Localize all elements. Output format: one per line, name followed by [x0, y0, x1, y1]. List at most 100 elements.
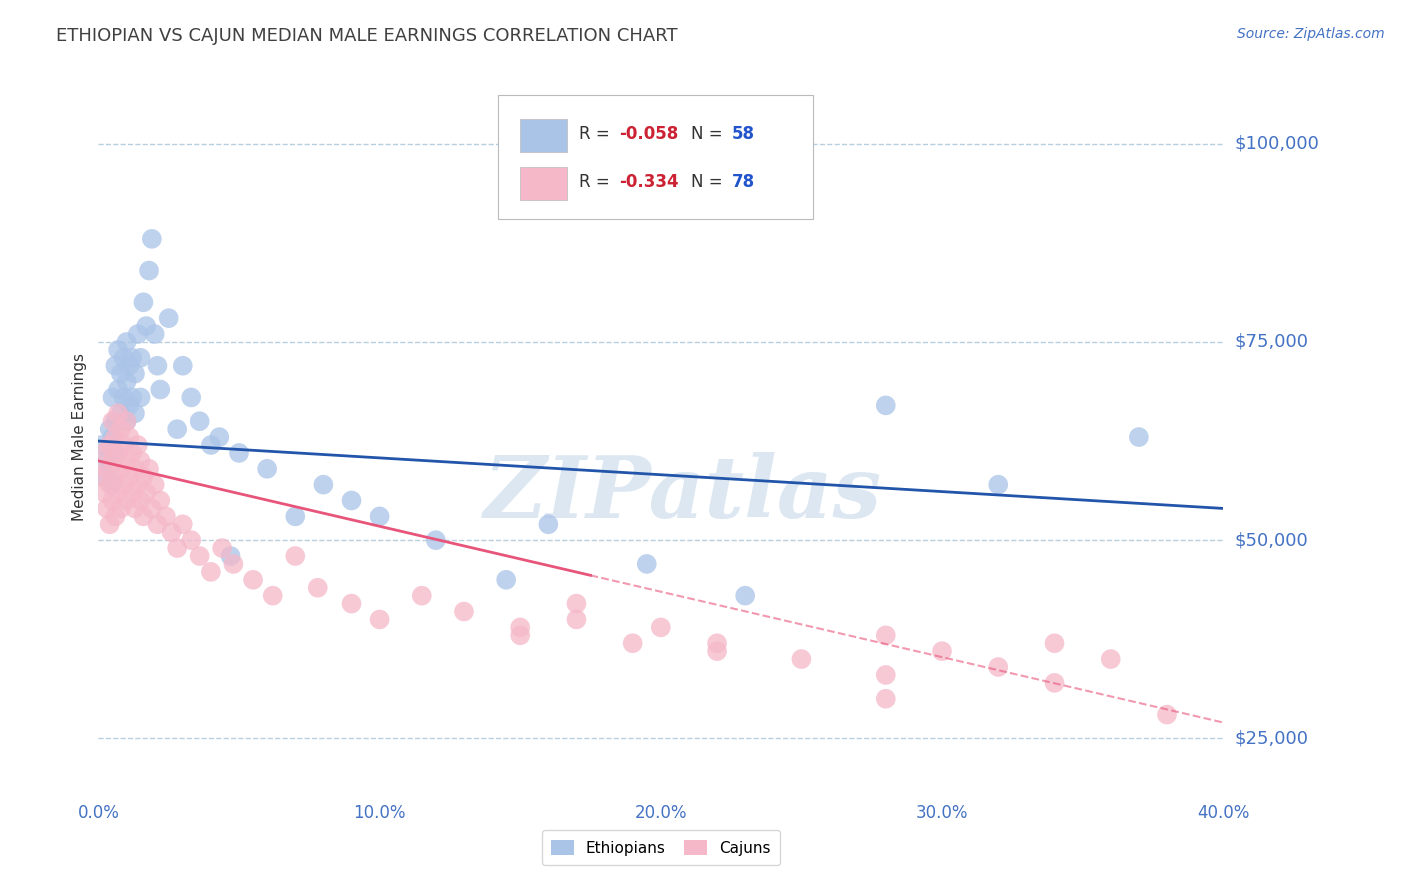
Point	[104, 446, 127, 460]
Point	[453, 605, 475, 619]
Point	[790, 652, 813, 666]
Point	[104, 414, 127, 428]
Point	[132, 509, 155, 524]
Point	[112, 438, 135, 452]
Point	[104, 359, 127, 373]
Point	[219, 549, 242, 563]
Point	[98, 477, 121, 491]
Point	[118, 469, 141, 483]
Point	[93, 485, 115, 500]
Point	[101, 391, 124, 405]
Point	[98, 462, 121, 476]
Point	[101, 477, 124, 491]
Point	[110, 462, 132, 476]
Point	[124, 501, 146, 516]
Point	[132, 295, 155, 310]
Point	[180, 391, 202, 405]
Point	[124, 406, 146, 420]
Point	[101, 454, 124, 468]
Point	[107, 485, 129, 500]
Point	[875, 628, 897, 642]
Point	[107, 343, 129, 357]
Point	[1099, 652, 1122, 666]
Point	[875, 668, 897, 682]
Point	[121, 391, 143, 405]
Point	[115, 334, 138, 349]
Point	[115, 414, 138, 428]
Text: R =: R =	[579, 126, 614, 144]
Point	[706, 636, 728, 650]
Point	[368, 509, 391, 524]
Point	[149, 493, 172, 508]
Point	[98, 517, 121, 532]
Point	[115, 493, 138, 508]
Text: Source: ZipAtlas.com: Source: ZipAtlas.com	[1237, 27, 1385, 41]
Point	[129, 351, 152, 365]
Point	[188, 549, 211, 563]
Text: ETHIOPIAN VS CAJUN MEDIAN MALE EARNINGS CORRELATION CHART: ETHIOPIAN VS CAJUN MEDIAN MALE EARNINGS …	[56, 27, 678, 45]
Point	[222, 557, 245, 571]
Point	[636, 557, 658, 571]
Point	[242, 573, 264, 587]
Text: ZIPatlas: ZIPatlas	[484, 452, 883, 536]
Point	[107, 406, 129, 420]
FancyBboxPatch shape	[520, 167, 568, 200]
Point	[121, 446, 143, 460]
Point	[228, 446, 250, 460]
Point	[172, 517, 194, 532]
Point	[127, 477, 149, 491]
Point	[368, 612, 391, 626]
Point	[101, 430, 124, 444]
FancyBboxPatch shape	[520, 119, 568, 152]
Point	[256, 462, 278, 476]
Text: 78: 78	[731, 173, 755, 192]
Text: 58: 58	[731, 126, 755, 144]
Point	[110, 501, 132, 516]
FancyBboxPatch shape	[498, 95, 813, 219]
Point	[160, 525, 183, 540]
Point	[565, 597, 588, 611]
Point	[340, 597, 363, 611]
Point	[101, 493, 124, 508]
Point	[110, 422, 132, 436]
Point	[135, 319, 157, 334]
Point	[121, 351, 143, 365]
Point	[115, 375, 138, 389]
Point	[98, 422, 121, 436]
Point	[312, 477, 335, 491]
Point	[129, 391, 152, 405]
Point	[135, 485, 157, 500]
Point	[115, 414, 138, 428]
Point	[284, 509, 307, 524]
Point	[565, 612, 588, 626]
Y-axis label: Median Male Earnings: Median Male Earnings	[72, 353, 87, 521]
Point	[200, 438, 222, 452]
Text: N =: N =	[692, 126, 728, 144]
Point	[101, 414, 124, 428]
Point	[1156, 707, 1178, 722]
Point	[875, 398, 897, 412]
Point	[411, 589, 433, 603]
Point	[107, 383, 129, 397]
Point	[96, 462, 118, 476]
Point	[121, 485, 143, 500]
Point	[90, 469, 112, 483]
Point	[1043, 636, 1066, 650]
Point	[146, 359, 169, 373]
Point	[157, 311, 180, 326]
Point	[307, 581, 329, 595]
Point	[132, 469, 155, 483]
Point	[262, 589, 284, 603]
Point	[138, 462, 160, 476]
Point	[495, 573, 517, 587]
Point	[146, 517, 169, 532]
Point	[124, 367, 146, 381]
Point	[127, 438, 149, 452]
Point	[104, 509, 127, 524]
Point	[93, 469, 115, 483]
Point	[112, 391, 135, 405]
Point	[143, 477, 166, 491]
Point	[118, 398, 141, 412]
Point	[110, 367, 132, 381]
Point	[211, 541, 233, 555]
